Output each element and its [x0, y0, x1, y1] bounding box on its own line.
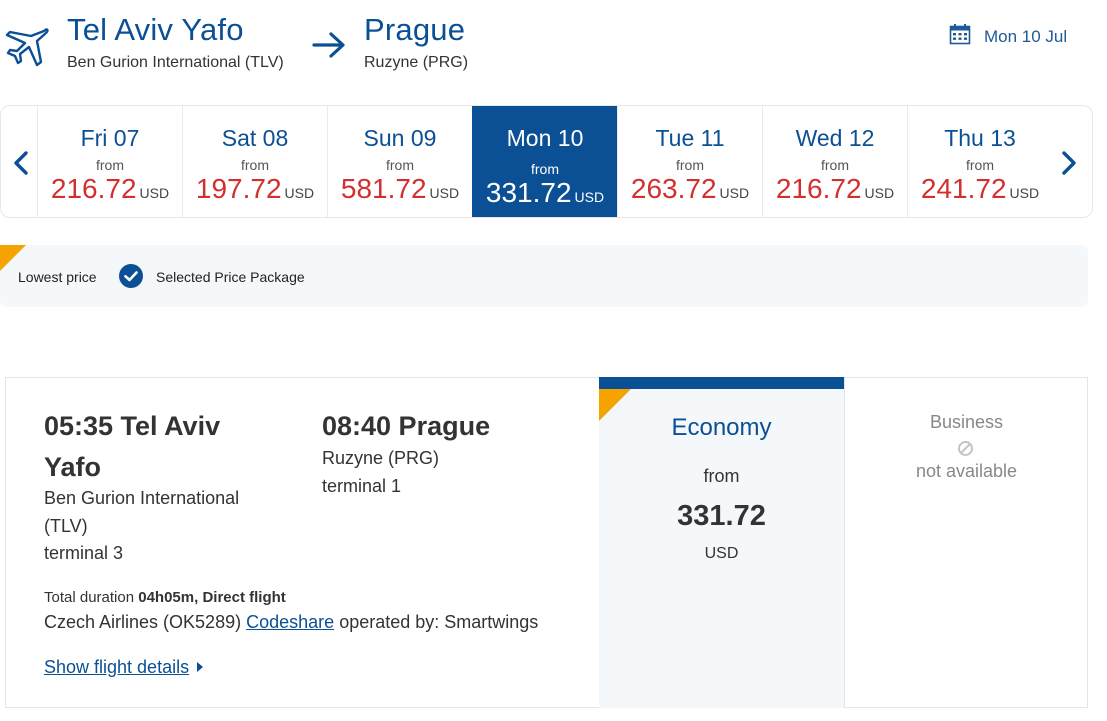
date-price: 263.72 [630, 173, 717, 204]
date-currency: USD [139, 185, 170, 201]
date-option-tue-11[interactable]: Tue 11 from 263.72 USD [617, 106, 762, 217]
origin-airport: Ben Gurion International (TLV) [67, 54, 284, 71]
origin-city: Tel Aviv Yafo [67, 12, 244, 47]
departure-terminal: terminal 3 [44, 543, 124, 563]
economy-price: 331.72 [677, 500, 766, 532]
carrier-name: Czech Airlines (OK5289) [44, 612, 242, 632]
arrival-info: Ruzyne (PRG) terminal 1 [322, 445, 439, 500]
date-label: Tue 11 [655, 125, 725, 151]
date-price: 216.72 [775, 173, 862, 204]
lowest-price-label: Lowest price [18, 269, 97, 285]
business-status: not available [915, 461, 1018, 481]
date-label: Wed 12 [795, 125, 875, 151]
lowest-price-marker-icon [0, 245, 26, 271]
from-label: from [966, 157, 994, 173]
operator-line: Czech Airlines (OK5289) Codeshare operat… [44, 612, 538, 633]
date-option-wed-12[interactable]: Wed 12 from 216.72 USD [762, 106, 907, 217]
price-legend: Lowest price Selected Price Package [0, 245, 1088, 307]
departure-time-city: 05:35 Tel Aviv Yafo [44, 411, 221, 482]
caret-right-icon [197, 662, 203, 672]
date-option-thu-13[interactable]: Thu 13 from 241.72 USD [907, 106, 1052, 217]
date-currency: USD [719, 185, 750, 201]
date-option-mon-10[interactable]: Mon 10 from 331.72 USD [472, 106, 617, 217]
date-price: 197.72 [195, 173, 282, 204]
from-label: from [241, 157, 269, 173]
date-currency: USD [574, 189, 605, 205]
date-label: Fri 07 [80, 125, 140, 151]
from-label: from [386, 157, 414, 173]
date-price: 216.72 [50, 173, 137, 204]
date-label: Thu 13 [944, 125, 1016, 151]
departure-airport: Ben Gurion International (TLV) [44, 488, 240, 536]
route-header: Tel Aviv Yafo Ben Gurion International (… [0, 0, 1107, 100]
operated-by: operated by: Smartwings [339, 612, 539, 632]
flight-card: 05:35 Tel Aviv Yafo Ben Gurion Internati… [5, 377, 1088, 708]
date-currency: USD [1009, 185, 1040, 201]
total-duration: Total duration 04h05m, Direct flight [44, 589, 286, 606]
economy-currency: USD [704, 545, 739, 562]
not-available-icon [958, 441, 973, 456]
business-fare-option: Business not available [844, 378, 1087, 707]
duration-value: 04h05m, Direct flight [138, 589, 286, 606]
from-label: from [821, 157, 849, 173]
codeshare-link[interactable]: Codeshare [246, 612, 335, 632]
business-label: Business [929, 412, 1004, 432]
date-carousel: Fri 07 from 216.72 USD Sat 08 from 197.72… [0, 105, 1093, 218]
destination-airport: Ruzyne (PRG) [364, 54, 469, 71]
economy-fare-option[interactable]: Economy from 331.72 USD [599, 377, 844, 708]
next-dates-button[interactable] [1049, 106, 1091, 217]
calendar-icon [949, 24, 971, 45]
chevron-left-icon [14, 151, 28, 175]
economy-from-label: from [703, 466, 740, 486]
chevron-right-icon [1062, 151, 1076, 175]
arrow-right-icon [312, 32, 345, 58]
from-label: from [96, 157, 124, 173]
date-label: Sat 08 [221, 125, 289, 151]
date-currency: USD [429, 185, 460, 201]
destination-city: Prague [364, 12, 466, 47]
selected-package-label: Selected Price Package [156, 269, 305, 285]
date-currency: USD [864, 185, 895, 201]
departure-info: Ben Gurion International (TLV) terminal … [44, 485, 274, 568]
show-flight-details-link[interactable]: Show flight details [44, 657, 190, 677]
selected-bar [599, 377, 844, 389]
duration-label: Total duration [44, 589, 135, 606]
date-option-fri-07[interactable]: Fri 07 from 216.72 USD [37, 106, 182, 217]
date-price: 241.72 [920, 173, 1007, 204]
check-circle-icon [119, 264, 143, 288]
date-option-sat-08[interactable]: Sat 08 from 197.72 USD [182, 106, 327, 217]
date-option-sun-09[interactable]: Sun 09 from 581.72 USD [327, 106, 472, 217]
economy-label: Economy [671, 414, 772, 441]
from-label: from [531, 161, 559, 177]
date-currency: USD [284, 185, 315, 201]
travel-date[interactable]: Mon 10 Jul [984, 27, 1068, 46]
date-label: Mon 10 [506, 125, 584, 151]
date-price: 331.72 [485, 177, 572, 208]
date-price: 581.72 [340, 173, 427, 204]
lowest-price-marker-icon [599, 389, 631, 421]
airplane-icon [5, 28, 49, 67]
arrival-time-city: 08:40 Prague [322, 411, 491, 441]
arrival-terminal: terminal 1 [322, 475, 402, 496]
previous-dates-button[interactable] [1, 106, 43, 217]
date-label: Sun 09 [363, 125, 437, 151]
arrival-airport: Ruzyne (PRG) [322, 448, 440, 468]
from-label: from [676, 157, 704, 173]
